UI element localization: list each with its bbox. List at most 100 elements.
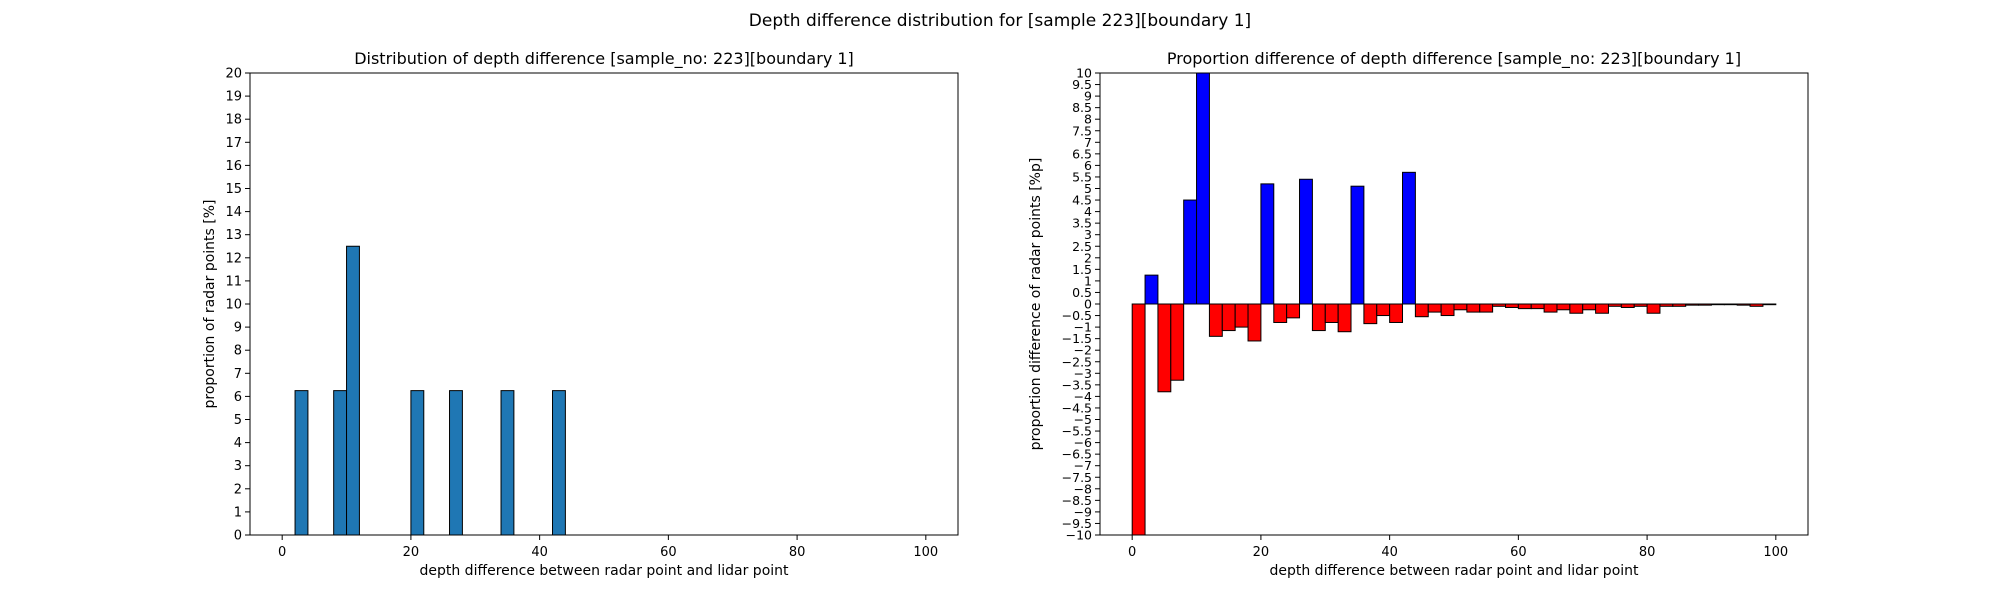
chart-right-y-tick-label: 8 <box>1084 112 1092 127</box>
chart-right-y-tick-label: −1.5 <box>1062 331 1092 346</box>
chart-right-bar <box>1762 303 1777 306</box>
chart-right-bar <box>1466 303 1481 313</box>
chart-right-bar <box>1633 303 1648 307</box>
chart-right-y-tick-label: 2.5 <box>1072 239 1092 254</box>
chart-right-bar <box>1208 303 1223 337</box>
chart-right-y-tick-label: 9 <box>1084 89 1092 104</box>
chart-left-y-tick-label: 10 <box>225 298 242 313</box>
chart-left-bar <box>449 390 463 536</box>
chart-right-bar <box>1672 303 1687 307</box>
chart-left-bar <box>410 390 425 536</box>
chart-right-bar <box>1260 183 1275 305</box>
chart-right-y-tick-label: 0 <box>1084 297 1092 312</box>
chart-right-y-tick-label: 5 <box>1084 181 1092 196</box>
chart-right-y-tick-label: 2 <box>1084 250 1092 265</box>
chart-right-bar <box>1183 199 1198 305</box>
chart-right-y-tick-label: −4 <box>1074 389 1092 404</box>
chart-right-bar <box>1196 72 1210 305</box>
chart-right-bar <box>1337 303 1352 333</box>
chart-right-bar <box>1440 303 1455 317</box>
chart-right-bar <box>1620 303 1635 308</box>
chart-left-x-tick-label: 100 <box>913 545 938 560</box>
chart-left: Distribution of depth difference [sample… <box>202 49 959 579</box>
chart-right-title: Proportion difference of depth differenc… <box>1167 49 1741 69</box>
chart-right-y-tick-label: −6 <box>1074 435 1092 450</box>
chart-right-y-tick-label: 9.5 <box>1072 77 1092 92</box>
chart-right-bar <box>1324 303 1339 323</box>
chart-left-y-axis-label: proportion of radar points [%] <box>202 199 218 408</box>
chart-left-bar <box>333 390 348 536</box>
chart-right-y-tick-label: 6 <box>1084 158 1092 173</box>
chart-right-y-tick-label: −2.5 <box>1062 354 1092 369</box>
chart-right-bar <box>1234 303 1249 328</box>
chart-right-x-axis-label: depth difference between radar point and… <box>1269 563 1639 579</box>
chart-left-y-tick-label: 6 <box>234 390 242 405</box>
chart-right-bar <box>1144 274 1159 305</box>
chart-right-y-tick-label: −9.5 <box>1062 516 1092 531</box>
chart-right-plot-frame <box>1099 72 1809 536</box>
chart-right-bar <box>1376 303 1391 317</box>
chart-right-bar <box>1453 303 1468 311</box>
chart-left-x-tick-label: 80 <box>789 545 806 560</box>
chart-right-y-tick-label: −3 <box>1074 366 1092 381</box>
chart-left-y-tick-label: 4 <box>234 436 242 451</box>
chart-right-bar <box>1504 303 1519 308</box>
chart-right-bar <box>1350 185 1365 305</box>
chart-left-x-ticks: 0 20 40 60 80 100 <box>278 535 938 560</box>
chart-right-bar <box>1698 303 1712 306</box>
chart-left-title: Distribution of depth difference [sample… <box>354 49 854 69</box>
chart-right-y-tick-label: 7.5 <box>1072 123 1092 138</box>
chart-right-x-tick-label: 60 <box>1510 545 1527 560</box>
chart-right-y-tick-label: −8 <box>1074 481 1092 496</box>
chart-left-bar <box>294 390 309 536</box>
chart-right-y-tick-label: −8.5 <box>1062 493 1092 508</box>
chart-right-bar <box>1543 303 1558 313</box>
chart-right-bar <box>1479 303 1494 313</box>
chart-right-y-tick-label: −5.5 <box>1062 424 1092 439</box>
chart-right-bar <box>1646 303 1661 314</box>
chart-right-bar <box>1710 303 1725 306</box>
chart-right: Proportion difference of depth differenc… <box>1028 49 1809 579</box>
chart-right-y-ticks: −10−9.5−9−8.5−8−7.5−7−6.5−6−5.5−5−4.5−4−… <box>1062 66 1100 543</box>
chart-right-bar <box>1685 303 1700 306</box>
chart-right-y-tick-label: −4.5 <box>1062 400 1092 415</box>
chart-left-y-tick-label: 16 <box>225 159 242 174</box>
chart-right-y-axis-label: proportion difference of radar points [%… <box>1028 158 1044 451</box>
chart-right-y-tick-label: −6.5 <box>1062 447 1092 462</box>
chart-left-y-tick-label: 3 <box>234 459 242 474</box>
chart-left-bar <box>552 390 566 536</box>
chart-right-y-tick-label: −7.5 <box>1062 470 1092 485</box>
chart-left-y-tick-label: 19 <box>225 90 242 105</box>
chart-right-bar <box>1736 303 1751 306</box>
chart-left-y-tick-label: 20 <box>225 67 242 82</box>
chart-right-x-ticks: 0 20 40 60 80 100 <box>1128 535 1788 560</box>
chart-left-x-axis-label: depth difference between radar point and… <box>419 563 789 579</box>
chart-left-y-tick-label: 7 <box>234 367 242 382</box>
chart-right-y-tick-label: 7 <box>1084 135 1092 150</box>
chart-right-y-tick-label: 1 <box>1084 273 1092 288</box>
chart-right-y-tick-label: 3 <box>1084 227 1092 242</box>
chart-right-bar <box>1414 303 1429 318</box>
chart-right-y-tick-label: −3.5 <box>1062 377 1092 392</box>
chart-left-x-tick-label: 40 <box>531 545 548 560</box>
chart-right-bar <box>1530 303 1545 310</box>
chart-right-bar <box>1569 303 1584 314</box>
chart-right-bar <box>1517 303 1532 310</box>
chart-right-y-tick-label: 5.5 <box>1072 169 1092 184</box>
chart-left-y-tick-label: 15 <box>225 182 242 197</box>
chart-left-bar <box>346 245 360 536</box>
chart-right-bar <box>1427 303 1442 313</box>
chart-right-bar <box>1170 303 1185 381</box>
chart-left-y-tick-label: 1 <box>234 505 242 520</box>
chart-left-x-tick-label: 20 <box>403 545 420 560</box>
chart-right-y-tick-label: 6.5 <box>1072 146 1092 161</box>
chart-left-y-tick-label: 13 <box>225 228 242 243</box>
chart-left-y-tick-label: 12 <box>225 251 242 266</box>
chart-right-bar <box>1749 303 1764 307</box>
chart-right-y-tick-label: −2 <box>1074 343 1092 358</box>
chart-right-bar <box>1157 303 1172 393</box>
chart-right-y-tick-label: 1.5 <box>1072 262 1092 277</box>
chart-right-bar <box>1299 178 1313 305</box>
chart-right-bar <box>1556 303 1571 311</box>
chart-right-y-tick-label: 10 <box>1076 66 1092 81</box>
